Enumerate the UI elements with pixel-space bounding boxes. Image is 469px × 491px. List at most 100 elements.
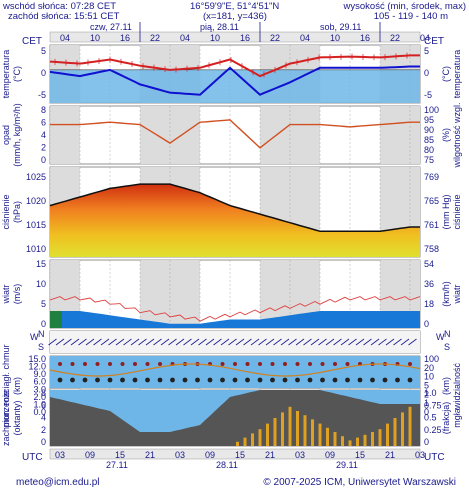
visibility-right-tick: 1 (424, 398, 429, 408)
wind-arrow (198, 338, 207, 346)
wind-arrow (303, 338, 312, 346)
bottom-hour-label: 03 (55, 450, 65, 460)
humidity-right-tick: 85 (424, 135, 434, 145)
cloud-top-dot (308, 362, 312, 366)
clouds-left-tick: 3.0 (33, 384, 46, 394)
wind-arrow (130, 338, 140, 346)
pressure-area (50, 184, 420, 257)
cloud-top-dot (108, 362, 112, 366)
humidity-right-tick: 80 (424, 145, 434, 155)
wind-left-tick: 15 (36, 259, 46, 269)
top-hour-label: 04 (300, 33, 310, 43)
altitude-title: wysokość (min, środek, max) (343, 1, 466, 12)
clouds-left-tick: 2.0 (33, 392, 46, 402)
pressure-left-tick: 1025 (26, 172, 46, 182)
bottom-hour-label: 09 (85, 450, 95, 460)
cloud-top-dot (258, 362, 262, 366)
wind-arrow (273, 338, 282, 346)
wind-arrow (235, 338, 245, 346)
visibility-right-tick: 2 (424, 389, 429, 399)
temp-right-tick: 5 (424, 46, 429, 56)
pressure-left-tick: 1015 (26, 220, 46, 230)
cover-left-unit: (oktanty) (12, 400, 22, 435)
top-day-label: sob, 29.11 (320, 22, 361, 32)
visibility-line (49, 363, 421, 377)
wind-arrow (190, 338, 200, 346)
fog-right-tick: 0.25 (424, 425, 442, 435)
wind-arrow (213, 338, 222, 346)
top-hour-band (49, 31, 421, 43)
temp-left-tick: -5 (38, 90, 46, 100)
cloud-base-dot (157, 377, 163, 383)
cloud-base-dot (245, 377, 250, 383)
fog-bar (401, 412, 404, 446)
fog-bar (378, 429, 382, 446)
tz-bottom-left: UTC (22, 452, 43, 463)
fog-bar (348, 440, 352, 446)
cloud-base-dot (320, 377, 325, 383)
top-hour-label: 04 (60, 33, 70, 43)
cloud-base-dot (70, 377, 75, 383)
bottom-hour-label: 03 (175, 450, 185, 460)
footer-email[interactable]: meteo@icm.edu.pl (16, 477, 100, 488)
visibility-right-tick: 20 (424, 363, 434, 373)
cloud-top-dot (145, 362, 150, 366)
fog-bar (311, 419, 314, 446)
cloud-base-dot (270, 377, 275, 383)
cloud-base-dot (57, 377, 63, 383)
precip-left-tick: 8 (41, 105, 46, 115)
visibility-right-tick: 0 (424, 407, 429, 417)
tz-bottom-right: UTC (424, 452, 445, 463)
cloud-sky-bg (50, 356, 420, 388)
wind-arrow (160, 338, 170, 346)
fog-bar (318, 423, 322, 446)
wind-arrow (333, 338, 342, 346)
clouds-left-tick: 12.0 (28, 362, 46, 372)
cloud-top-dot (408, 362, 412, 366)
cloud-top-dot (233, 362, 237, 366)
humidity-right-unit: (%) (441, 128, 451, 142)
fog-bar (273, 418, 277, 446)
fog-right-tick: 0.5 (424, 413, 437, 423)
top-hour-label: 16 (240, 33, 250, 43)
cloud-top-dot (120, 362, 125, 366)
top-hour-label: 16 (360, 33, 370, 43)
cloud-top-dot (295, 362, 300, 366)
cloud-base-dot (382, 377, 388, 383)
wind-arrow (100, 338, 110, 346)
cloud-base-dot (345, 377, 350, 383)
bottom-hour-label: 15 (235, 450, 245, 460)
precip-left-tick: 0 (41, 155, 46, 165)
cloud-base-dot (120, 377, 125, 383)
fog-bar (408, 406, 412, 446)
temp-left-label: temperatura (1, 50, 11, 99)
wind-arrow (280, 338, 290, 346)
humidity-right-label: wilgotność wzgl. (452, 102, 462, 168)
sunset-text: zachód słońca: 15:51 CET (8, 11, 120, 22)
temp-left-unit: (°C) (12, 66, 22, 82)
temp-right-tick: -5 (424, 90, 432, 100)
humidity-right-tick: 75 (424, 155, 434, 165)
bottom-date-label: 29.11 (336, 460, 358, 470)
cloud-visibility-panel (49, 356, 421, 388)
wind-panel (49, 296, 421, 328)
temp-right-label: temperatura (452, 50, 462, 99)
top-hour-label: 22 (150, 33, 160, 43)
wind-arrow (355, 338, 365, 346)
cloud-base-dot (132, 377, 138, 383)
wind-arrow (175, 338, 185, 346)
clouds-left-tick: 9.0 (33, 369, 46, 379)
wind-direction-panel (48, 331, 420, 353)
wind-gust-line (49, 296, 421, 322)
humidity-right-tick: 100 (424, 105, 439, 115)
tz-top-left: CET (22, 36, 42, 47)
cloud-top-dot (133, 362, 137, 366)
cover-left-tick: 8 (41, 388, 46, 398)
humidity-right-tick: 95 (424, 115, 434, 125)
sunrise-text: wschód słońca: 07:28 CET (2, 1, 116, 12)
fog-bar (333, 432, 337, 446)
cloud-base-dot (282, 377, 288, 383)
fog-bar (363, 434, 367, 446)
clouds-left-label: pion. rozciągł. chmur (1, 344, 11, 427)
